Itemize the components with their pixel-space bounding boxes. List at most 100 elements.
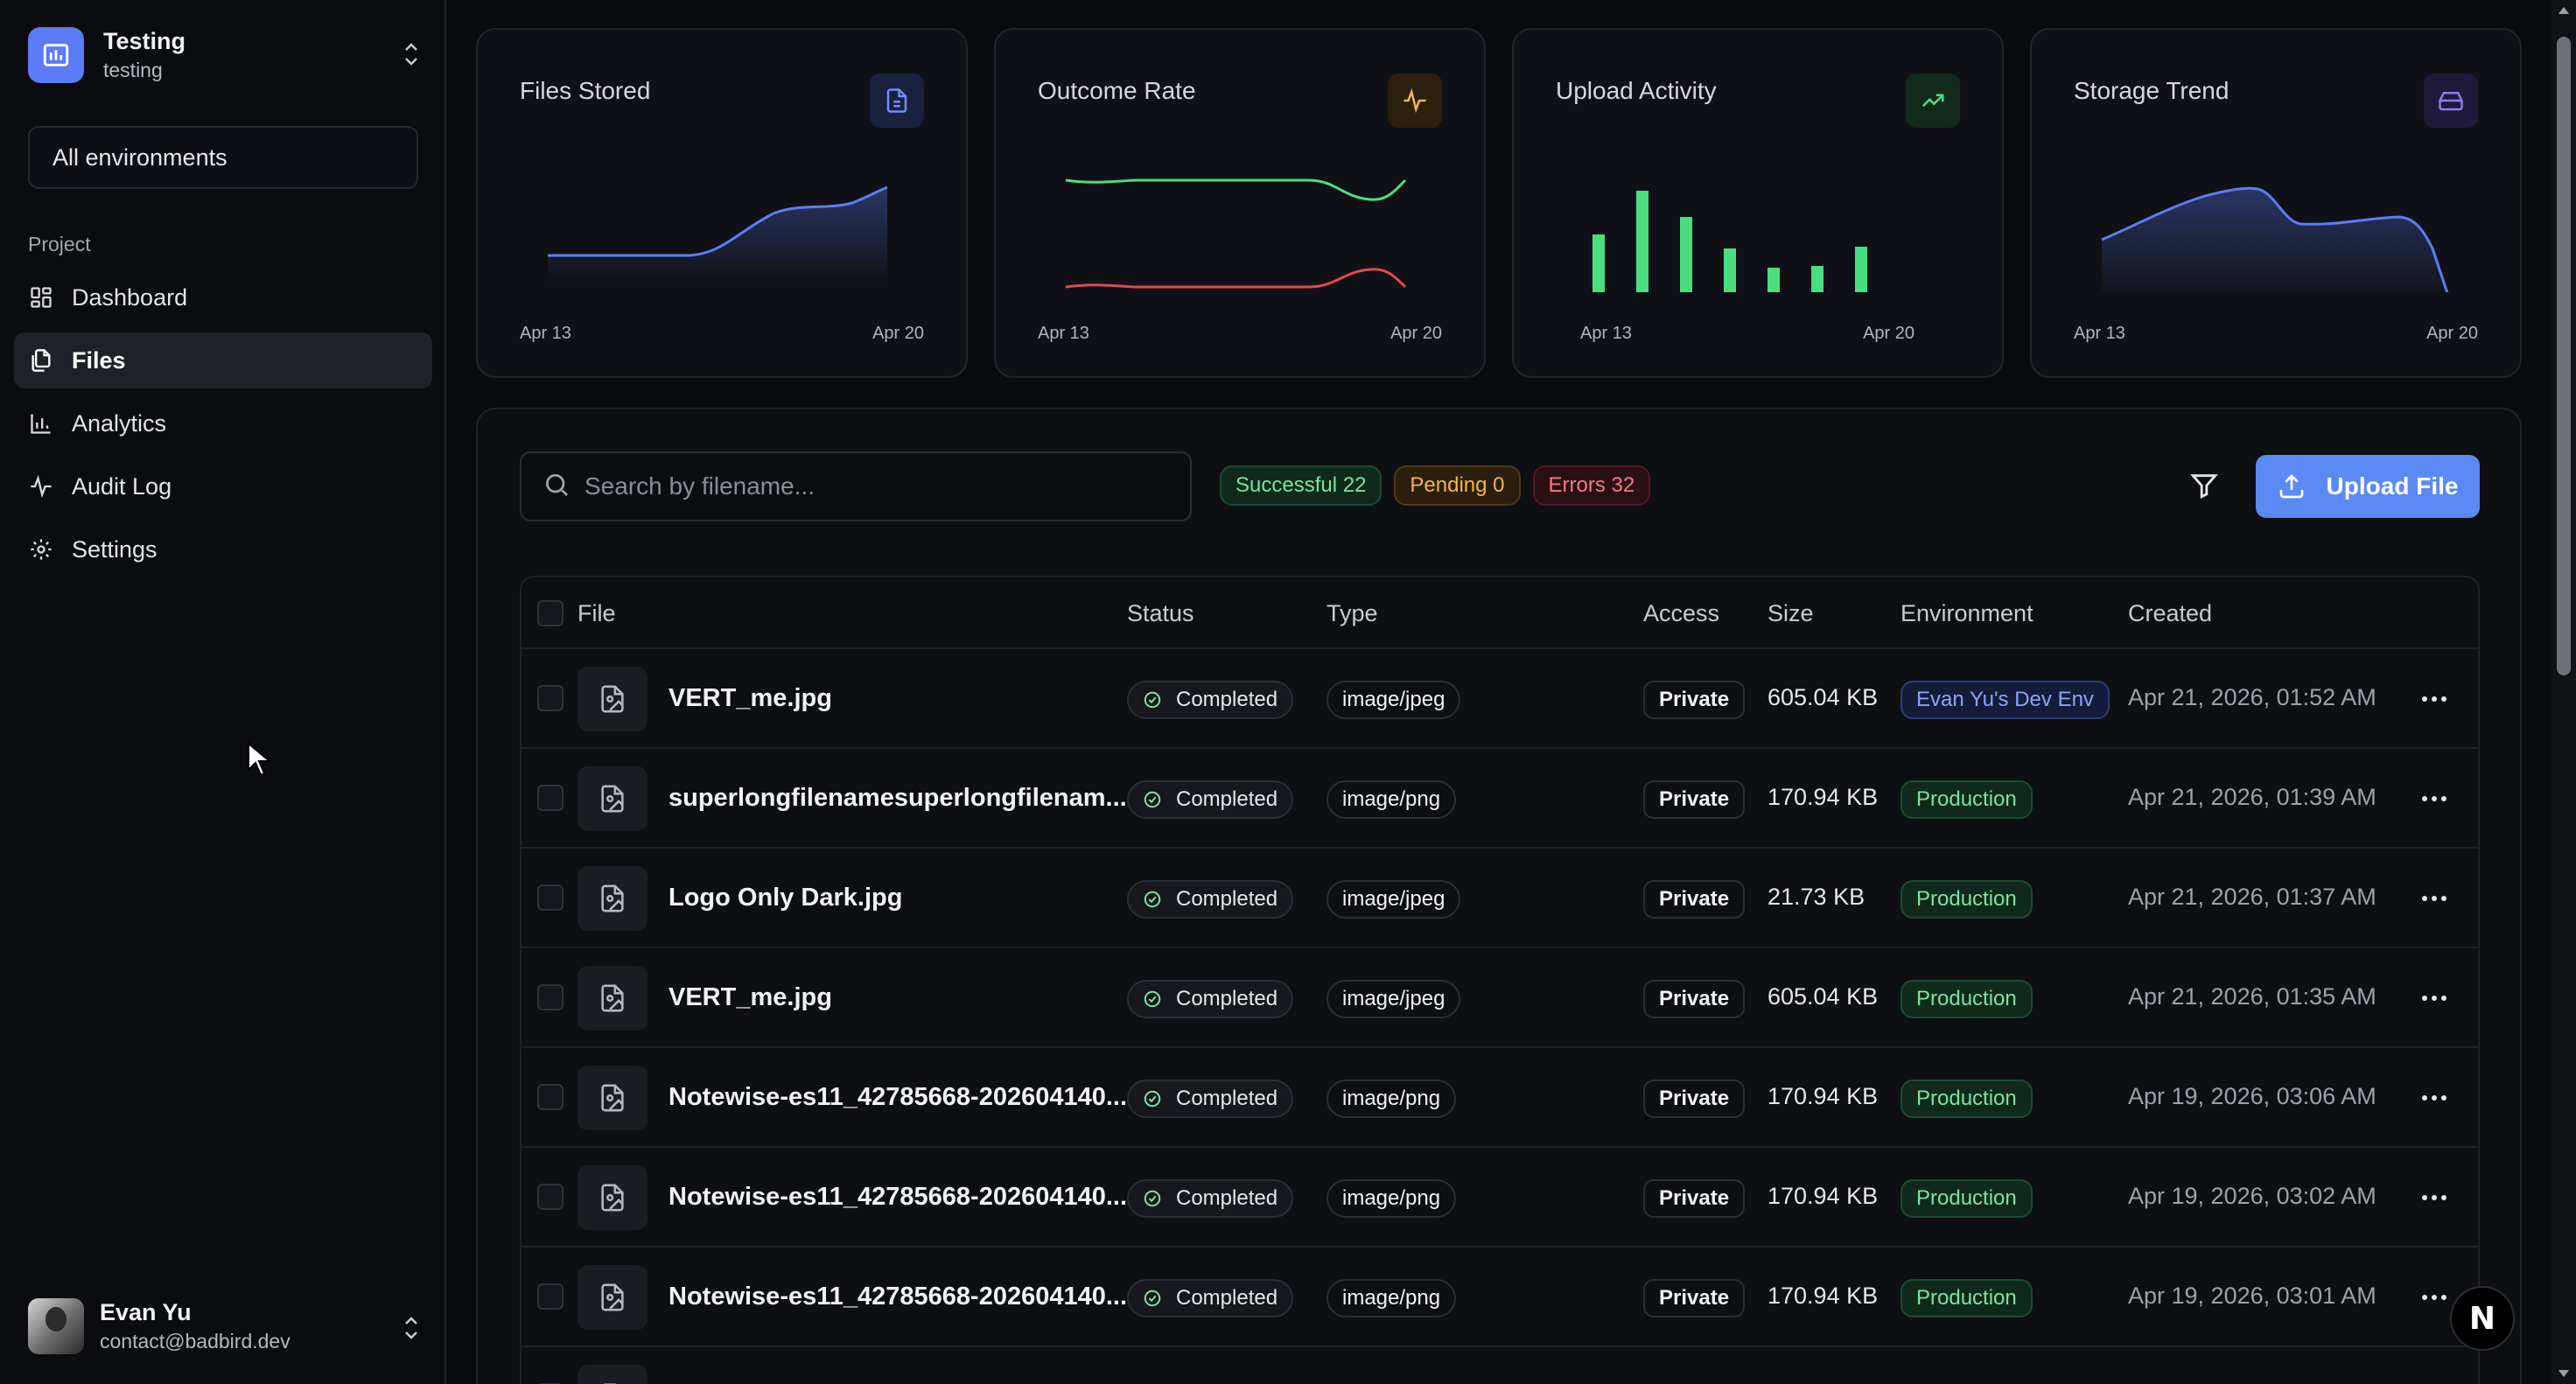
status-summary: Successful 22 Pending 0 Errors 32 [1220,465,1651,506]
column-file[interactable]: File [578,600,616,626]
card-title: Upload Activity [1556,77,1717,104]
created-date: Apr 21, 2026, 01:39 AM [2128,784,2376,810]
column-status[interactable]: Status [1127,600,1194,626]
image-file-icon [578,1265,648,1330]
file-name[interactable]: Notewise-es11_42785668-202604140... [668,1283,1128,1311]
check-circle-icon [1143,790,1162,809]
table-row[interactable] [522,1347,2478,1384]
table-row[interactable]: Notewise-es11_42785668-202604140... Comp… [522,1148,2478,1248]
file-name[interactable]: Logo Only Dark.jpg [668,884,903,912]
user-name: Evan Yu [100,1299,192,1325]
sidebar-item-analytics[interactable]: Analytics [14,395,432,451]
pulse-icon [1388,73,1442,128]
scrollbar-thumb[interactable] [2557,37,2571,675]
more-actions-button[interactable] [2417,686,2452,712]
created-date: Apr 19, 2026, 03:01 AM [2128,1283,2376,1309]
bar-chart-icon [28,410,54,437]
row-checkbox[interactable] [537,1184,564,1210]
page-scrollbar[interactable] [2552,0,2576,1384]
sidebar-item-files[interactable]: Files [14,332,432,388]
files-panel: Successful 22 Pending 0 Errors 32 Upload… [476,408,2522,1384]
type-badge: image/png [1326,1080,1457,1118]
sidebar-item-dashboard[interactable]: Dashboard [14,269,432,325]
org-slug: testing [103,59,163,81]
pending-count-badge[interactable]: Pending 0 [1394,465,1521,506]
file-size: 21.73 KB [1768,884,1866,910]
row-checkbox[interactable] [537,1283,564,1310]
file-name[interactable]: VERT_me.jpg [668,684,832,712]
created-date: Apr 19, 2026, 03:06 AM [2128,1083,2376,1109]
column-environment[interactable]: Environment [1900,600,2034,626]
column-access[interactable]: Access [1643,600,1720,626]
check-circle-icon [1143,690,1162,709]
more-actions-button[interactable] [2417,1185,2452,1211]
row-checkbox[interactable] [537,685,564,711]
file-name[interactable]: Notewise-es11_42785668-202604140... [668,1183,1128,1211]
card-title: Files Stored [520,77,651,104]
more-actions-button[interactable] [2417,885,2452,912]
card-upload-activity: Upload Activity Apr 13 Apr 20 [1512,28,2004,378]
status-badge: Completed [1127,1080,1294,1118]
errors-count-badge[interactable]: Errors 32 [1532,465,1651,506]
filter-button[interactable] [2184,467,2224,507]
file-name[interactable]: superlongfilenamesuperlongfilenam... [668,784,1127,812]
table-row[interactable]: superlongfilenamesuperlongfilenam... Com… [522,749,2478,849]
user-email: contact@badbird.dev [100,1330,290,1353]
card-date-start: Apr 13 [520,324,571,343]
row-checkbox[interactable] [537,1084,564,1110]
created-date: Apr 21, 2026, 01:35 AM [2128,983,2376,1010]
more-actions-button[interactable] [2417,1284,2452,1311]
created-date: Apr 21, 2026, 01:52 AM [2128,684,2376,710]
more-horizontal-icon [2422,696,2446,702]
table-row[interactable]: VERT_me.jpg Completed image/jpeg Private… [522,948,2478,1048]
scroll-up-icon[interactable] [2557,2,2571,19]
successful-count-badge[interactable]: Successful 22 [1220,465,1382,506]
user-menu[interactable]: Evan Yu contact@badbird.dev [28,1295,422,1358]
table-body: VERT_me.jpg Completed image/jpeg Private… [522,649,2478,1384]
card-date-start: Apr 13 [1580,324,1632,343]
more-actions-button[interactable] [2417,1085,2452,1111]
more-horizontal-icon [2422,1295,2446,1300]
scroll-down-icon[interactable] [2557,1365,2571,1382]
sidebar-item-audit-log[interactable]: Audit Log [14,458,432,514]
select-all-checkbox[interactable] [537,600,564,626]
column-created[interactable]: Created [2128,600,2213,626]
environment-badge: Production [1900,980,2033,1018]
sidebar-nav: Dashboard Files Analytics Audit Log Sett… [14,269,432,584]
hard-drive-icon [2424,73,2478,128]
card-title: Storage Trend [2074,77,2230,104]
card-outcome-rate: Outcome Rate Apr 13 Apr 20 [994,28,1486,378]
status-label: Completed [1176,987,1278,1010]
environment-badge: Production [1900,1179,2033,1218]
search-box[interactable] [520,451,1192,521]
sidebar-item-label: Audit Log [72,472,172,500]
row-checkbox[interactable] [537,984,564,1010]
org-switcher[interactable]: Testing testing [28,26,422,84]
column-size[interactable]: Size [1768,600,1814,626]
table-header: File Status Type Access Size Environment… [522,577,2478,649]
search-input[interactable] [584,472,1162,500]
row-checkbox[interactable] [537,884,564,911]
access-badge: Private [1643,880,1746,919]
row-checkbox[interactable] [537,785,564,811]
sidebar-item-label: Dashboard [72,283,188,311]
more-actions-button[interactable] [2417,786,2452,812]
file-size: 170.94 KB [1768,1183,1879,1209]
check-circle-icon [1143,989,1162,1009]
table-row[interactable]: Notewise-es11_42785668-202604140... Comp… [522,1248,2478,1347]
file-name[interactable]: Notewise-es11_42785668-202604140... [668,1083,1128,1111]
upload-file-button[interactable]: Upload File [2256,455,2480,518]
column-type[interactable]: Type [1326,600,1378,626]
sidebar-item-settings[interactable]: Settings [14,521,432,577]
table-row[interactable]: VERT_me.jpg Completed image/jpeg Private… [522,649,2478,749]
devtools-badge[interactable]: N [2450,1286,2515,1351]
environment-select[interactable]: All environments [28,126,418,189]
environment-badge: Production [1900,1279,2033,1318]
sidebar-item-label: Analytics [72,409,167,437]
file-name[interactable]: VERT_me.jpg [668,983,832,1011]
table-row[interactable]: Notewise-es11_42785668-202604140... Comp… [522,1048,2478,1148]
more-horizontal-icon [2422,996,2446,1001]
status-label: Completed [1176,1186,1278,1210]
table-row[interactable]: Logo Only Dark.jpg Completed image/jpeg … [522,849,2478,948]
more-actions-button[interactable] [2417,985,2452,1011]
